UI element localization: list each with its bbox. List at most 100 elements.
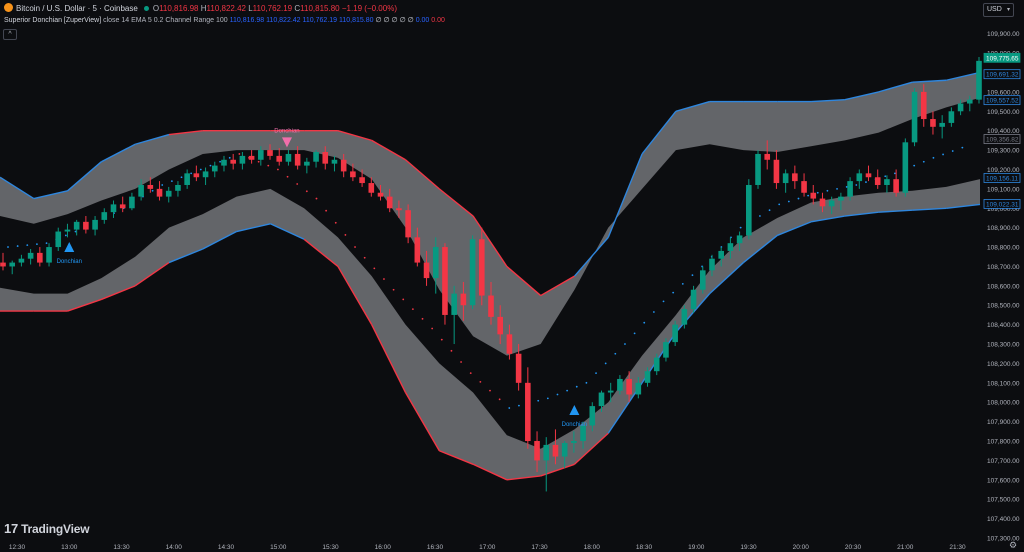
- trailing-dot: [238, 153, 241, 155]
- candle-body: [92, 219, 98, 230]
- price-tick-label: 108,500.00: [987, 303, 1020, 310]
- lower-band: [0, 179, 980, 480]
- lower-band-edge: [236, 223, 271, 233]
- low-label: L: [248, 4, 253, 13]
- candle-body: [690, 289, 697, 310]
- candle-body: [396, 208, 402, 211]
- open-label: O: [152, 4, 160, 13]
- tradingview-logo[interactable]: 17 TradingView: [4, 521, 90, 536]
- trailing-dot: [296, 183, 299, 185]
- upper-band-edge: [438, 188, 474, 217]
- price-tick-label: 109,900.00: [987, 31, 1020, 38]
- trailing-dot: [180, 176, 183, 179]
- upper-band-edge: [371, 139, 406, 161]
- price-label-text: 109,775.65: [986, 55, 1019, 62]
- trailing-dot: [865, 181, 867, 183]
- trailing-dot: [170, 180, 173, 183]
- lower-band-edge: [946, 203, 981, 209]
- candle-body: [782, 173, 789, 184]
- trailing-dot: [797, 197, 800, 200]
- candle-body: [313, 152, 319, 162]
- candle-body: [377, 192, 384, 197]
- trailing-dot: [614, 352, 617, 355]
- candle-body: [801, 181, 807, 193]
- trailing-dot: [479, 380, 482, 383]
- upper-band-edge: [33, 190, 68, 200]
- trailing-dot: [392, 288, 395, 291]
- trailing-dot: [228, 156, 231, 159]
- candle-body: [617, 378, 623, 391]
- lower-band-edge: [134, 261, 170, 287]
- candle-body: [386, 196, 393, 209]
- trailing-dot: [45, 242, 48, 245]
- candle-body: [276, 155, 283, 162]
- collapse-legend-button[interactable]: ^: [3, 29, 17, 40]
- candle-body: [506, 334, 513, 354]
- candle-body: [810, 192, 817, 199]
- trailing-dot: [759, 215, 761, 217]
- donchian-channel: [0, 71, 981, 481]
- trailing-dot: [604, 362, 607, 365]
- upper-band-edge: [405, 159, 440, 190]
- price-tick-label: 107,800.00: [987, 439, 1020, 446]
- price-label-box: [983, 134, 1021, 144]
- trailing-dot: [469, 372, 472, 375]
- price-label-text: 109,156.11: [986, 175, 1018, 182]
- trailing-dot: [151, 189, 154, 192]
- time-tick-label: 14:00: [166, 544, 183, 551]
- candle-body: [423, 262, 430, 279]
- candle-body: [653, 357, 660, 372]
- candle-body: [552, 444, 559, 457]
- market-status-icon: [143, 6, 149, 11]
- time-tick-label: 13:00: [61, 544, 78, 551]
- price-tick-label: 107,600.00: [987, 477, 1020, 484]
- trailing-dot: [739, 226, 742, 229]
- brand-name: TradingView: [21, 522, 90, 536]
- price-label-text: 109,356.82: [986, 137, 1019, 144]
- time-tick-label: 16:30: [427, 544, 444, 551]
- candle-body: [165, 190, 172, 197]
- high-label: H: [200, 4, 207, 13]
- trailing-dot: [518, 404, 520, 407]
- trailing-dot: [624, 343, 626, 345]
- trailing-dot: [74, 230, 77, 233]
- candle-body: [874, 177, 881, 185]
- candle-body: [534, 441, 540, 461]
- candle-body: [764, 153, 771, 160]
- candle-body: [672, 324, 678, 343]
- open-value: 110,816.98: [159, 4, 199, 13]
- lower-band-edge: [574, 432, 609, 465]
- symbol-title[interactable]: Bitcoin / U.S. Dollar · 5 · Coinbase: [16, 4, 138, 13]
- trailing-dot: [652, 311, 655, 313]
- time-tick-label: 13:30: [113, 544, 130, 551]
- candle-body: [9, 262, 16, 267]
- price-tick-label: 108,900.00: [987, 225, 1020, 232]
- trailing-dot: [315, 197, 318, 200]
- candle-body: [755, 153, 761, 185]
- candle-body: [414, 237, 421, 263]
- candle-body: [73, 221, 80, 230]
- candle-body: [626, 378, 632, 395]
- time-tick-label: 21:30: [949, 544, 966, 551]
- candle-body: [948, 111, 955, 123]
- indicator-name[interactable]: Superior Donchian [ZuperView]: [4, 17, 102, 24]
- trailing-dot: [951, 150, 954, 152]
- candle-body: [230, 159, 236, 164]
- price-tick-label: 107,900.00: [987, 419, 1020, 426]
- upper-band-edge: [506, 265, 542, 297]
- candle-body: [736, 235, 743, 244]
- indicator-value-1: 110,816.98: [229, 17, 265, 24]
- candle-body: [681, 309, 688, 325]
- lower-band-edge: [337, 266, 373, 325]
- currency-label: USD: [987, 6, 1002, 13]
- price-label-box: [983, 52, 1021, 63]
- settings-gear-icon[interactable]: ⚙: [1009, 540, 1018, 550]
- candle-body: [699, 270, 706, 290]
- trailing-dot: [7, 246, 9, 248]
- indicator-legend[interactable]: Superior Donchian [ZuperView] close 14 E…: [4, 16, 445, 26]
- lower-band-edge: [303, 238, 339, 267]
- currency-button[interactable]: USD ▾: [983, 3, 1014, 17]
- trailing-dot: [575, 385, 578, 388]
- candle-body: [939, 122, 945, 127]
